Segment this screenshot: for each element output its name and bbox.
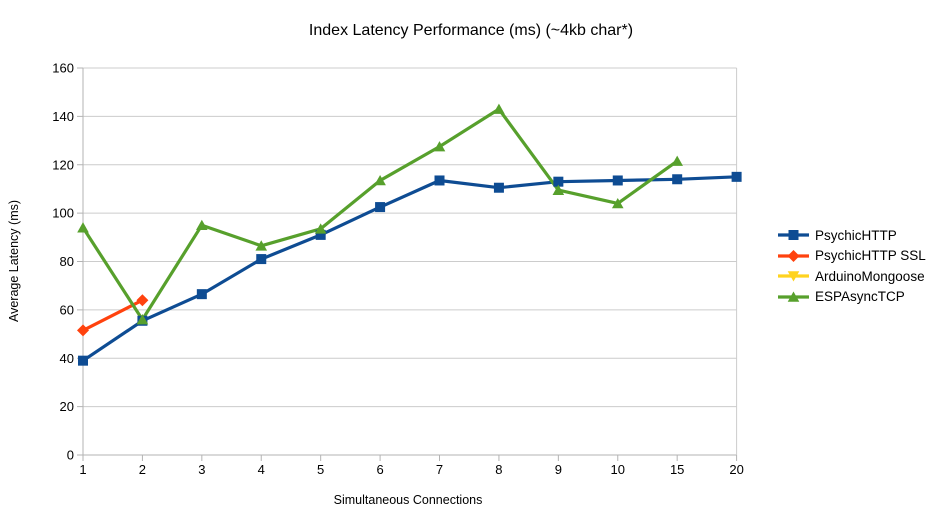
series-markers xyxy=(77,103,742,366)
legend-marker-icon xyxy=(787,271,800,282)
series-line-psychichttp xyxy=(81,175,739,363)
x-tick-label: 1 xyxy=(79,462,86,477)
data-point-psychichttp-x3 xyxy=(196,289,207,300)
legend-label: ArduinoMongoose xyxy=(815,268,925,284)
data-point-psychichttp-x6 xyxy=(375,202,386,213)
data-point-espasynctcp-x5 xyxy=(314,223,327,234)
y-tick-label: 20 xyxy=(60,399,74,414)
series-lines xyxy=(81,107,739,363)
data-point-espasynctcp-x6 xyxy=(374,174,386,186)
data-point-psychichttp-x8 xyxy=(493,182,504,193)
legend-label: ESPAsyncTCP xyxy=(815,289,905,305)
x-tick-label: 8 xyxy=(495,462,502,477)
x-tick-label: 3 xyxy=(198,462,205,477)
axis-tick-labels: 0 20 40 60 80 100 120 140 160 1 2 3 4 5 6 7 8 9 10 15 20 xyxy=(52,61,744,478)
legend-item-psychichttp-ssl: PsychicHTTP SSL xyxy=(778,246,926,267)
legend-item-psychichttp: PsychicHTTP xyxy=(778,225,926,246)
x-tick-label: 9 xyxy=(555,462,562,477)
legend-label: PsychicHTTP SSL xyxy=(815,248,926,264)
axes xyxy=(82,68,738,456)
data-point-espasynctcp-x9 xyxy=(552,184,565,195)
series-line-espasynctcp xyxy=(81,107,679,322)
legend-marker-icon xyxy=(787,291,800,302)
legend-swatch-triangle-down-icon xyxy=(778,271,809,282)
x-tick-label: 20 xyxy=(729,462,743,477)
legend-marker-icon xyxy=(788,230,799,241)
data-point-psychichttp-x1 xyxy=(78,355,88,366)
x-tick-label: 10 xyxy=(611,462,625,477)
data-point-espasynctcp-x8 xyxy=(493,103,505,114)
x-tick-label: 4 xyxy=(258,462,265,477)
y-tick-label: 60 xyxy=(60,302,74,317)
data-point-psychichttp-x7 xyxy=(434,175,445,186)
data-point-psychichttp-x10 xyxy=(612,175,623,186)
legend-item-espasynctcp: ESPAsyncTCP xyxy=(778,287,926,308)
legend-swatch-triangle-up-icon xyxy=(778,291,809,302)
data-point-psychichttp-x9 xyxy=(553,176,564,187)
x-tick-label: 6 xyxy=(376,462,383,477)
y-tick-label: 160 xyxy=(52,61,74,76)
y-tick-label: 100 xyxy=(52,206,74,221)
data-point-espasynctcp-x15 xyxy=(671,155,683,166)
legend-label: PsychicHTTP xyxy=(815,227,897,243)
chart-title: Index Latency Performance (ms) (~4kb cha… xyxy=(308,22,634,39)
gridlines xyxy=(83,67,737,408)
x-tick-label: 5 xyxy=(317,462,324,477)
data-point-psychichttp-ssl-x1 xyxy=(77,324,89,337)
data-point-psychichttp-x4 xyxy=(256,254,267,265)
legend-item-arduinomongoose: ArduinoMongoose xyxy=(778,266,926,287)
x-tick-label: 7 xyxy=(436,462,443,477)
data-point-espasynctcp-x2 xyxy=(136,314,149,325)
x-axis-title: Simultaneous Connections xyxy=(333,493,483,507)
x-tick-label: 2 xyxy=(139,462,146,477)
data-point-espasynctcp-x7 xyxy=(433,141,446,152)
data-point-psychichttp-ssl-x2 xyxy=(136,294,149,307)
legend-swatch-diamond-icon xyxy=(778,249,809,262)
y-tick-label: 0 xyxy=(67,448,74,463)
y-tick-label: 40 xyxy=(60,351,74,366)
data-point-psychichttp-x15 xyxy=(672,174,683,185)
x-tick-label: 15 xyxy=(670,462,684,477)
y-tick-label: 120 xyxy=(52,157,74,172)
data-point-espasynctcp-x10 xyxy=(611,197,624,209)
data-point-espasynctcp-x4 xyxy=(255,240,268,251)
data-point-psychichttp-x5 xyxy=(315,229,326,240)
legend: PsychicHTTP PsychicHTTP SSL ArduinoMongoos… xyxy=(778,225,926,307)
y-tick-label: 80 xyxy=(60,254,74,269)
data-point-espasynctcp-x1 xyxy=(77,222,89,233)
data-point-espasynctcp-x3 xyxy=(196,219,208,231)
legend-swatch-square-icon xyxy=(778,230,809,241)
y-tick-label: 140 xyxy=(52,109,74,124)
legend-marker-icon xyxy=(787,249,800,262)
data-point-psychichttp-x20 xyxy=(731,171,742,182)
